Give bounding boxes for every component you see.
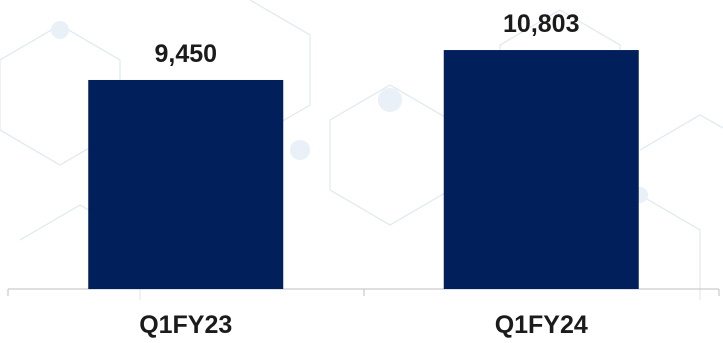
x-tick-label: Q1FY24 <box>495 311 588 339</box>
bar-q1fy23 <box>88 79 284 289</box>
labels-group: 9,450 Q1FY23 10,803 Q1FY24 <box>139 10 588 339</box>
bars-group <box>88 50 639 289</box>
bar-q1fy24 <box>443 50 639 289</box>
data-label: 10,803 <box>503 10 579 38</box>
x-tick-label: Q1FY23 <box>139 311 232 339</box>
data-label: 9,450 <box>154 40 217 68</box>
